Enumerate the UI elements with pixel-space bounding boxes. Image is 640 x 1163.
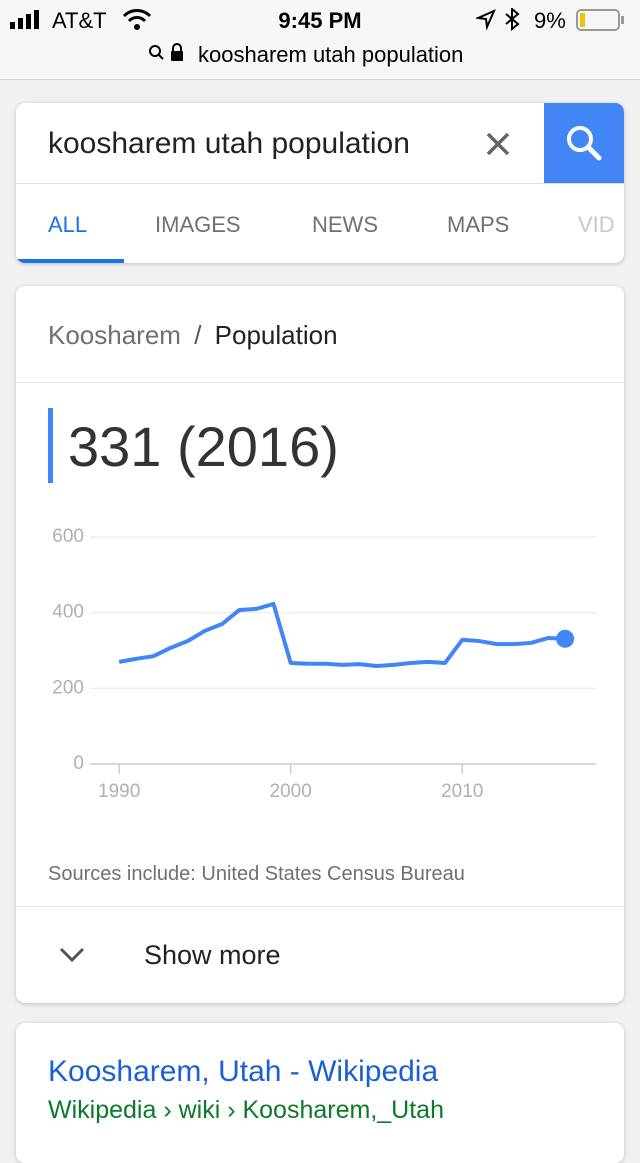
y-tick-label: 200 (52, 677, 84, 698)
search-query[interactable]: koosharem utah population (48, 127, 410, 160)
carrier: AT&T (52, 8, 107, 33)
breadcrumb-current: Population (214, 320, 338, 350)
divider (16, 183, 624, 184)
divider (16, 906, 624, 907)
wifi-icon (122, 9, 152, 30)
result-card: Koosharem, Utah - Wikipedia Wikipedia › … (16, 1023, 624, 1163)
chevron-icon[interactable] (58, 946, 86, 964)
tab[interactable]: NEWS (312, 212, 378, 237)
address-url[interactable]: koosharem utah population (198, 42, 464, 67)
chart: 0 200 400 600 1990 2000 2010 (52, 526, 596, 802)
tab[interactable]: MAPS (447, 212, 510, 237)
breadcrumb: Koosharem / Population (48, 320, 338, 351)
show-more[interactable]: Show more (144, 940, 281, 970)
battery-percent: 9% (534, 8, 566, 33)
y-tick-label: 600 (52, 526, 84, 547)
lock-icon (149, 43, 183, 61)
headline-value: 331 (2016) (68, 415, 339, 478)
end-point (556, 629, 575, 648)
y-tick-label: 400 (52, 602, 84, 623)
time: 9:45 PM (278, 8, 362, 33)
clear-button[interactable] (485, 131, 511, 157)
x-tick-label: 2000 (270, 781, 312, 802)
signal-icon (10, 10, 39, 29)
tab[interactable]: VID (578, 212, 615, 237)
sources: Sources include: United States Census Bu… (48, 863, 465, 885)
breadcrumb-parent[interactable]: Koosharem (48, 320, 181, 350)
result-url[interactable]: Wikipedia › wiki › Koosharem,_Utah (48, 1096, 444, 1124)
x-tick-label: 1990 (98, 781, 140, 802)
result-title[interactable]: Koosharem, Utah - Wikipedia (48, 1055, 439, 1088)
location-bluetooth-icons (476, 8, 520, 32)
battery-icon (576, 9, 624, 31)
tab[interactable]: IMAGES (155, 212, 241, 237)
divider (16, 382, 624, 383)
tab[interactable]: ALL (48, 212, 88, 237)
breadcrumb-separator: / (194, 320, 202, 350)
status-bar: AT&T 9:45 PM 9% koosharem utah populatio… (0, 0, 640, 80)
search-card: koosharem utah population ALL IMAGES NEW… (16, 103, 624, 263)
tab-indicator (16, 259, 124, 263)
line (118, 601, 566, 669)
search-button[interactable] (544, 103, 624, 183)
accent-bar (48, 408, 53, 483)
x-tick-label: 2010 (441, 781, 483, 802)
y-tick-label: 0 (73, 753, 84, 774)
